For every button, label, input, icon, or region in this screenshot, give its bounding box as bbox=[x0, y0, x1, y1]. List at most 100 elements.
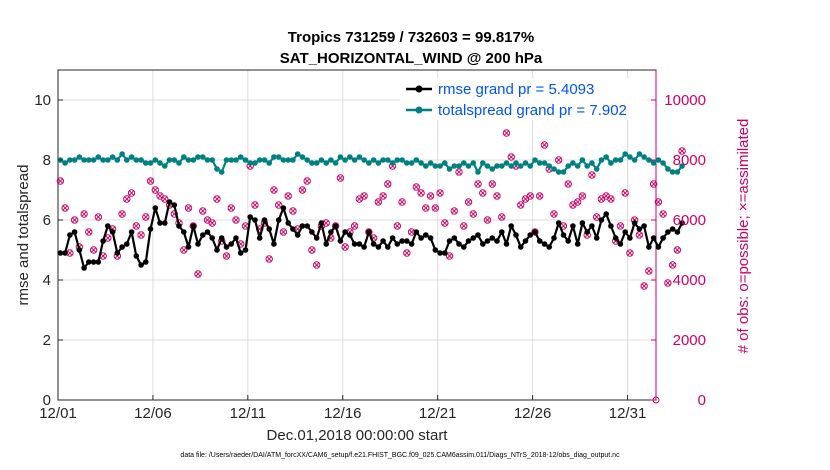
rmse-point bbox=[565, 238, 571, 244]
obs-assimilated-marker bbox=[242, 223, 249, 229]
obs-possible-marker bbox=[298, 186, 307, 194]
rmse-point bbox=[451, 235, 458, 241]
spread-point bbox=[271, 154, 277, 160]
spread-point bbox=[437, 163, 443, 169]
rmse-point bbox=[650, 235, 657, 241]
x-tick-label: 12/26 bbox=[514, 405, 552, 422]
spread-point bbox=[299, 154, 306, 160]
spread-point bbox=[218, 169, 225, 175]
spread-point bbox=[560, 169, 567, 175]
obs-assimilated-marker bbox=[465, 199, 472, 205]
rmse-point bbox=[347, 232, 353, 238]
obs-possible-marker bbox=[531, 228, 539, 236]
rmse-point bbox=[86, 259, 92, 265]
rmse-point bbox=[646, 244, 652, 250]
obs-assimilated-marker bbox=[475, 181, 481, 187]
obs-possible-marker bbox=[621, 189, 629, 197]
obs-possible-marker bbox=[279, 228, 288, 236]
spread-point bbox=[242, 157, 249, 163]
spread-point bbox=[399, 157, 405, 163]
rmse-point bbox=[593, 235, 600, 241]
legend-marker-spread bbox=[415, 106, 423, 114]
spread-point bbox=[385, 157, 391, 163]
spread-point bbox=[665, 166, 671, 172]
obs-assimilated-marker bbox=[394, 223, 400, 229]
obs-assimilated-marker bbox=[423, 205, 429, 211]
spread-point bbox=[522, 160, 529, 166]
spread-point bbox=[593, 166, 600, 172]
spread-point bbox=[266, 160, 273, 166]
rmse-point bbox=[100, 238, 106, 244]
obs-assimilated-marker bbox=[271, 187, 277, 193]
rmse-point bbox=[427, 235, 434, 241]
spread-point bbox=[347, 154, 353, 160]
obs-possible-marker bbox=[85, 228, 93, 236]
rmse-point bbox=[541, 241, 548, 247]
obs-assimilated-marker bbox=[299, 187, 305, 193]
obs-possible-marker bbox=[350, 222, 359, 230]
rmse-point bbox=[166, 199, 173, 205]
spread-point bbox=[290, 157, 296, 163]
spread-point bbox=[162, 163, 168, 169]
obs-assimilated-marker bbox=[280, 229, 286, 235]
y-tick-label: 10 bbox=[34, 92, 51, 109]
rmse-point bbox=[598, 217, 605, 223]
obs-assimilated-marker bbox=[95, 214, 101, 220]
obs-possible-marker bbox=[626, 249, 634, 257]
obs-assimilated-marker bbox=[437, 190, 443, 196]
rmse-point bbox=[380, 238, 386, 244]
spread-point bbox=[166, 157, 173, 163]
spread-point bbox=[233, 157, 239, 163]
rmse-point bbox=[522, 238, 529, 244]
obs-possible-marker bbox=[151, 186, 159, 194]
obs-assimilated-marker bbox=[608, 196, 614, 202]
obs-possible-marker bbox=[479, 189, 487, 197]
obs-assimilated-marker bbox=[185, 205, 192, 211]
spread-point bbox=[256, 157, 263, 163]
obs-assimilated-marker bbox=[233, 217, 239, 223]
obs-assimilated-marker bbox=[337, 175, 343, 181]
spread-point bbox=[565, 163, 571, 169]
rmse-point bbox=[484, 238, 491, 244]
obs-assimilated-marker bbox=[214, 196, 220, 202]
spread-point bbox=[532, 157, 538, 163]
spread-point bbox=[370, 157, 377, 163]
legend-label-rmse: rmse grand pr = 5.4093 bbox=[438, 81, 594, 98]
obs-assimilated-marker bbox=[252, 202, 258, 208]
obs-assimilated-marker bbox=[413, 184, 419, 190]
obs-assimilated-marker bbox=[579, 193, 585, 199]
obs-assimilated-marker bbox=[480, 190, 486, 196]
spread-point bbox=[612, 157, 619, 163]
rmse-point bbox=[328, 229, 334, 235]
rmse-point bbox=[176, 223, 182, 229]
obs-possible-marker bbox=[469, 210, 477, 218]
spread-point bbox=[489, 166, 496, 172]
obs-possible-marker bbox=[673, 246, 682, 254]
obs-possible-marker bbox=[161, 195, 169, 203]
spread-point bbox=[389, 160, 396, 166]
obs-possible-marker bbox=[184, 204, 193, 212]
obs-possible-marker bbox=[303, 177, 311, 185]
rmse-point bbox=[237, 250, 244, 256]
obs-possible-marker bbox=[664, 279, 672, 287]
obs-assimilated-marker bbox=[181, 247, 187, 253]
rmse-point bbox=[332, 223, 339, 229]
rmse-point bbox=[603, 211, 609, 217]
obs-assimilated-marker bbox=[285, 193, 291, 199]
chart-title: Tropics 731259 / 732603 = 99.817% bbox=[288, 29, 534, 46]
rmse-point bbox=[465, 238, 472, 244]
obs-assimilated-marker bbox=[124, 196, 130, 202]
spread-point bbox=[375, 160, 382, 166]
obs-assimilated-marker bbox=[409, 229, 415, 235]
rmse-point bbox=[655, 244, 662, 250]
obs-assimilated-marker bbox=[152, 187, 158, 193]
spread-point bbox=[90, 157, 97, 163]
y-right-tick-label: 10000 bbox=[664, 92, 706, 109]
y-tick-label: 2 bbox=[43, 332, 51, 349]
rmse-point bbox=[323, 241, 330, 247]
spread-point bbox=[119, 151, 125, 157]
rmse-point bbox=[280, 205, 287, 211]
obs-assimilated-marker bbox=[575, 199, 581, 205]
spread-point bbox=[427, 160, 434, 166]
obs-assimilated-marker bbox=[527, 193, 533, 199]
